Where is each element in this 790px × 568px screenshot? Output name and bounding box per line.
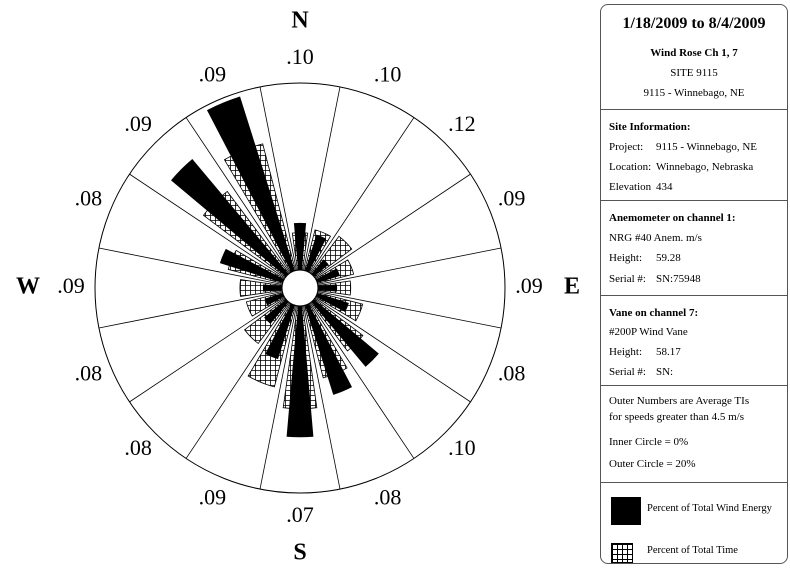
legend-swatch: [611, 497, 641, 525]
ti-label: .08: [75, 185, 103, 210]
label: Elevation: [609, 181, 652, 193]
sector-line: [314, 297, 471, 403]
anemometer: Anemometer on channel 1: NRG #40 Anem. m…: [601, 201, 787, 296]
heading: Vane on channel 7:: [609, 307, 699, 319]
ti-label: .09: [498, 185, 526, 210]
note: Outer Numbers are Average TIs: [609, 395, 750, 407]
value: 434: [656, 181, 673, 193]
ti-label: .08: [75, 361, 103, 386]
ti-label: .10: [448, 435, 476, 460]
sector-line: [129, 173, 286, 279]
sector-line: [309, 117, 415, 274]
note: Outer Circle = 20%: [609, 458, 696, 470]
sector-line: [98, 247, 283, 285]
rose-title: Wind Rose Ch 1, 7: [650, 47, 738, 59]
ti-label: .08: [124, 435, 152, 460]
sector-line: [185, 302, 291, 459]
label: Serial #:: [609, 273, 646, 285]
sector-line: [309, 302, 415, 459]
legend-label: Percent of Total Wind Energy: [647, 503, 772, 514]
value: 59.28: [656, 252, 681, 264]
ti-label: .09: [124, 111, 152, 136]
inner-circle: [281, 269, 319, 307]
sector-line: [259, 305, 297, 490]
sector-line: [129, 297, 286, 403]
sector-line: [185, 117, 291, 274]
direction-label: W: [16, 274, 40, 300]
ti-label: .08: [374, 485, 402, 510]
location: 9115 - Winnebago, NE: [643, 87, 745, 99]
legend-label: Percent of Total Time: [647, 545, 738, 556]
ti-label: .07: [286, 502, 314, 527]
ti-label: .12: [448, 111, 476, 136]
ti-label: .08: [498, 361, 526, 386]
label: Project:: [609, 141, 644, 153]
value: SN:: [656, 366, 674, 378]
wind-rose: .10 .10 .12 .09 .09 .08 .10 .08 .07 .09 .08 .08 .09.…: [16, 8, 580, 566]
ti-label: .09: [57, 273, 85, 298]
label: Location:: [609, 161, 652, 173]
heading: Anemometer on channel 1:: [609, 212, 736, 224]
ti-label: .09: [199, 61, 227, 86]
info-panel: 1/18/2009 to 8/4/2009 Wind Rose Ch 1, 7 …: [600, 4, 788, 564]
sector-line: [317, 247, 502, 285]
sector-line: [259, 86, 297, 271]
legend-swatch: [611, 543, 633, 563]
label: Height:: [609, 252, 642, 264]
label: Height:: [609, 346, 642, 358]
sector-line: [303, 305, 341, 490]
sector-line: [314, 173, 471, 279]
site-info: Site Information: Project: 9115 - Winneb…: [601, 110, 787, 201]
heading: Site Information:: [609, 121, 691, 133]
ti-label: .09: [515, 273, 543, 298]
sector-line: [303, 86, 341, 271]
ti-label: .10: [374, 61, 402, 86]
ti-label: .09: [199, 485, 227, 510]
legend: Percent of Total Wind Energy Percent of T…: [601, 483, 787, 563]
value: SN:75948: [656, 273, 701, 285]
direction-label: N: [291, 8, 309, 34]
header: 1/18/2009 to 8/4/2009 Wind Rose Ch 1, 7 …: [601, 5, 787, 110]
direction-label: S: [293, 540, 306, 566]
note: Inner Circle = 0%: [609, 436, 689, 448]
vane: Vane on channel 7: #200P Wind Vane Heigh…: [601, 296, 787, 386]
value: Winnebago, Nebraska: [656, 161, 754, 173]
direction-label: E: [564, 274, 580, 300]
sector-line: [317, 291, 502, 329]
site: SITE 9115: [670, 67, 718, 79]
sector-line: [98, 291, 283, 329]
label: Serial #:: [609, 366, 646, 378]
value: 58.17: [656, 346, 681, 358]
notes: Outer Numbers are Average TIs for speeds…: [601, 386, 787, 483]
note: for speeds greater than 4.5 m/s: [609, 411, 745, 423]
date-range: 1/18/2009 to 8/4/2009: [622, 15, 766, 32]
model: #200P Wind Vane: [609, 326, 688, 338]
ti-label: .10: [286, 44, 314, 69]
value: 9115 - Winnebago, NE: [656, 141, 757, 153]
model: NRG #40 Anem. m/s: [609, 232, 702, 244]
